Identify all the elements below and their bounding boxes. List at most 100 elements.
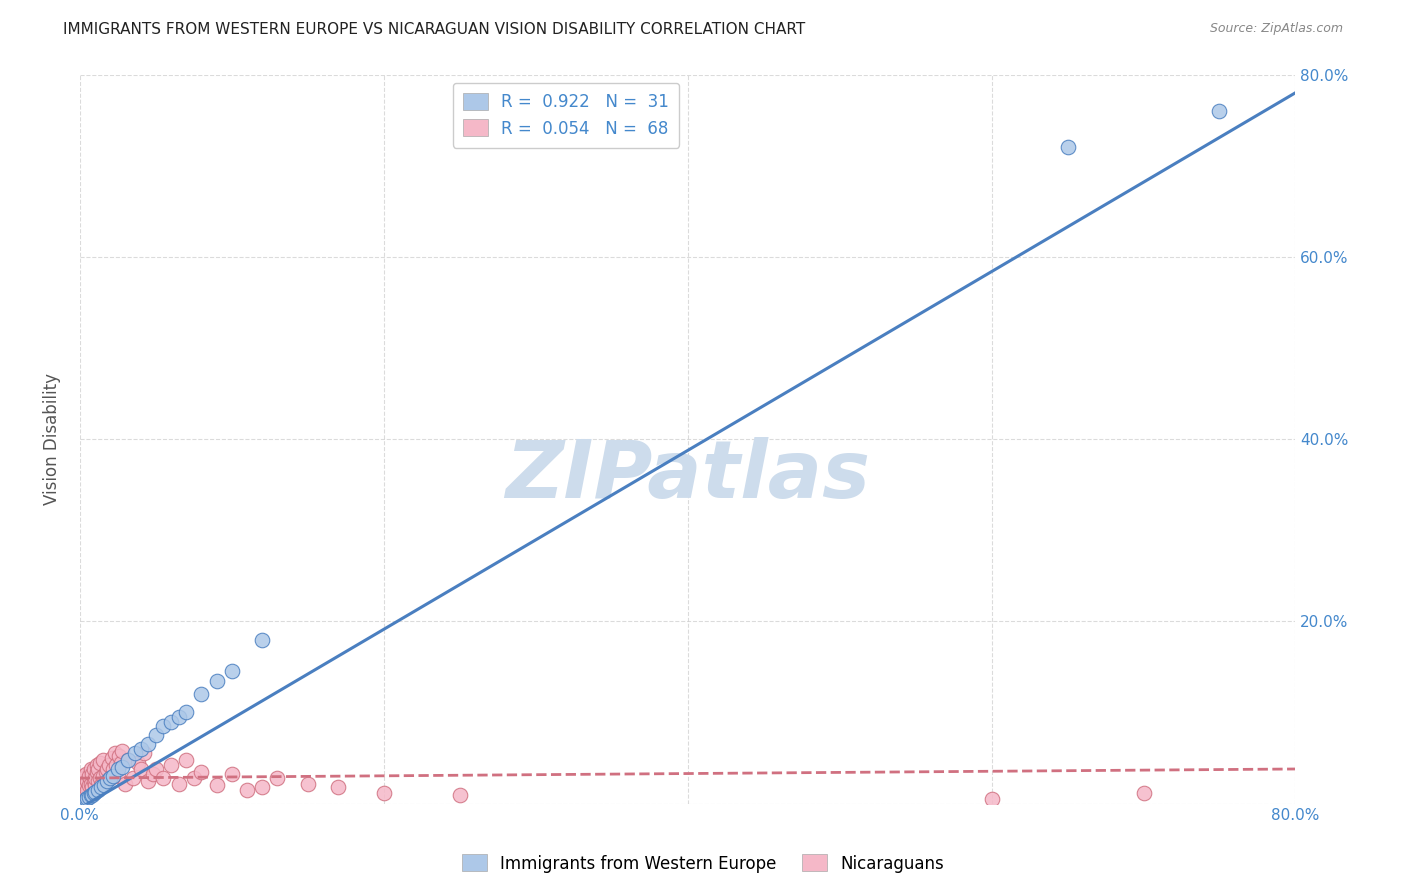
Point bbox=[174, 706, 197, 720]
Y-axis label: Vision Disability: Vision Disability bbox=[44, 373, 60, 505]
Point bbox=[77, 769, 100, 783]
Point bbox=[87, 762, 110, 776]
Point bbox=[110, 756, 132, 770]
Point bbox=[107, 762, 129, 776]
Point bbox=[96, 773, 118, 788]
Point bbox=[75, 767, 97, 781]
Point bbox=[297, 776, 319, 790]
Point bbox=[79, 776, 101, 790]
Point bbox=[86, 764, 108, 779]
Point bbox=[980, 792, 1002, 806]
Point bbox=[101, 751, 124, 765]
Point bbox=[266, 771, 288, 785]
Point bbox=[160, 714, 183, 729]
Point bbox=[205, 778, 228, 792]
Point bbox=[174, 753, 197, 767]
Point bbox=[328, 780, 350, 795]
Text: ZIPatlas: ZIPatlas bbox=[505, 436, 870, 515]
Point bbox=[152, 719, 174, 733]
Point bbox=[84, 785, 107, 799]
Point bbox=[76, 783, 98, 797]
Legend: Immigrants from Western Europe, Nicaraguans: Immigrants from Western Europe, Nicaragu… bbox=[456, 847, 950, 880]
Point bbox=[236, 783, 259, 797]
Point bbox=[107, 769, 129, 783]
Point bbox=[129, 762, 152, 776]
Point bbox=[1056, 140, 1078, 154]
Point bbox=[91, 753, 114, 767]
Point bbox=[114, 776, 136, 790]
Point bbox=[105, 758, 128, 772]
Point bbox=[73, 771, 96, 785]
Point bbox=[96, 762, 118, 776]
Point bbox=[93, 778, 115, 792]
Point bbox=[72, 783, 94, 797]
Text: Source: ZipAtlas.com: Source: ZipAtlas.com bbox=[1209, 22, 1343, 36]
Point bbox=[87, 783, 110, 797]
Point bbox=[83, 786, 105, 800]
Point bbox=[449, 788, 471, 802]
Point bbox=[132, 747, 155, 761]
Point bbox=[1208, 103, 1230, 118]
Point bbox=[86, 758, 108, 772]
Point bbox=[75, 792, 97, 806]
Point bbox=[127, 756, 149, 770]
Point bbox=[152, 771, 174, 785]
Point bbox=[79, 789, 101, 803]
Point bbox=[142, 767, 165, 781]
Point bbox=[373, 786, 395, 800]
Point bbox=[145, 762, 167, 776]
Point bbox=[80, 780, 103, 795]
Point bbox=[80, 767, 103, 781]
Point bbox=[89, 771, 111, 785]
Point bbox=[167, 710, 190, 724]
Point bbox=[136, 738, 159, 752]
Point bbox=[77, 790, 100, 805]
Point bbox=[90, 780, 112, 795]
Point bbox=[76, 791, 98, 805]
Point bbox=[145, 728, 167, 742]
Point bbox=[167, 776, 190, 790]
Point bbox=[111, 744, 134, 758]
Point bbox=[90, 778, 112, 792]
Point bbox=[122, 771, 145, 785]
Point bbox=[104, 747, 127, 761]
Point bbox=[72, 769, 94, 783]
Point bbox=[83, 762, 105, 776]
Legend: R =  0.922   N =  31, R =  0.054   N =  68: R = 0.922 N = 31, R = 0.054 N = 68 bbox=[453, 83, 679, 147]
Point bbox=[129, 742, 152, 756]
Text: IMMIGRANTS FROM WESTERN EUROPE VS NICARAGUAN VISION DISABILITY CORRELATION CHART: IMMIGRANTS FROM WESTERN EUROPE VS NICARA… bbox=[63, 22, 806, 37]
Point bbox=[79, 762, 101, 776]
Point bbox=[190, 764, 212, 779]
Point bbox=[103, 762, 125, 776]
Point bbox=[75, 778, 97, 792]
Point bbox=[97, 758, 120, 772]
Point bbox=[84, 778, 107, 792]
Point bbox=[70, 773, 93, 788]
Point bbox=[103, 769, 125, 783]
Point bbox=[108, 749, 131, 764]
Point bbox=[94, 764, 117, 779]
Point bbox=[83, 773, 105, 788]
Point bbox=[77, 778, 100, 792]
Point bbox=[136, 773, 159, 788]
Point bbox=[1132, 786, 1154, 800]
Point bbox=[98, 771, 121, 785]
Point bbox=[98, 771, 121, 785]
Point bbox=[221, 665, 243, 679]
Point bbox=[221, 767, 243, 781]
Point bbox=[160, 758, 183, 772]
Point bbox=[117, 753, 139, 767]
Point bbox=[73, 788, 96, 802]
Point bbox=[93, 776, 115, 790]
Point bbox=[84, 771, 107, 785]
Point bbox=[190, 687, 212, 701]
Point bbox=[87, 773, 110, 788]
Point bbox=[80, 788, 103, 802]
Point bbox=[250, 780, 273, 795]
Point bbox=[111, 760, 134, 774]
Point bbox=[73, 794, 96, 808]
Point bbox=[70, 780, 93, 795]
Point bbox=[89, 756, 111, 770]
Point bbox=[117, 753, 139, 767]
Point bbox=[250, 632, 273, 647]
